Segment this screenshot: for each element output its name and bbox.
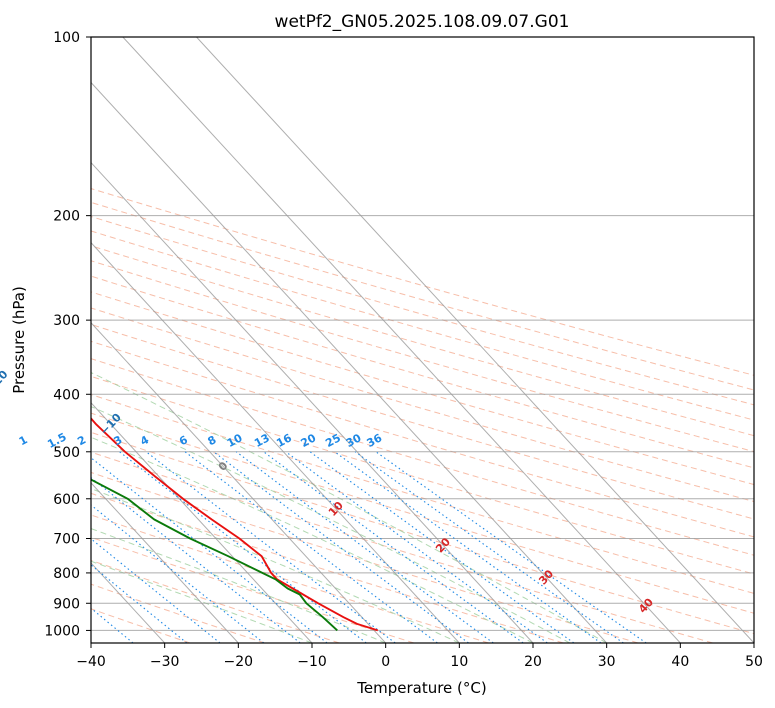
x-tick-label: 40 bbox=[671, 654, 689, 670]
dry-adiabat bbox=[91, 188, 754, 376]
isotherm-line bbox=[91, 241, 460, 643]
dry-adiabat bbox=[91, 431, 754, 635]
dry-adiabat bbox=[91, 375, 754, 575]
sounding-series bbox=[91, 416, 379, 632]
y-tick-label: 700 bbox=[53, 532, 80, 548]
mixing-ratio-line bbox=[91, 607, 134, 643]
y-axis: 100 200 300 400 500 600 700 800 900 1000 bbox=[44, 30, 91, 639]
x-tick-label: 10 bbox=[450, 654, 468, 670]
mixing-ratio-line bbox=[309, 451, 575, 643]
mixing-ratio-label: 16 bbox=[274, 431, 294, 450]
dry-adiabat bbox=[91, 215, 754, 406]
y-tick-label: 800 bbox=[53, 566, 80, 582]
dry-adiabat bbox=[91, 323, 754, 520]
isotherm-label: −20 bbox=[0, 368, 11, 395]
mixing-ratio-line bbox=[213, 451, 469, 643]
moist-adiabat bbox=[91, 405, 571, 643]
isotherm-line bbox=[196, 37, 754, 643]
isotherm-line bbox=[91, 81, 608, 643]
isotherm-line bbox=[91, 402, 313, 643]
y-tick-label: 900 bbox=[53, 596, 80, 612]
dry-adiabat bbox=[91, 358, 754, 556]
background-lines bbox=[91, 37, 754, 643]
x-tick-label: 50 bbox=[745, 654, 763, 670]
x-tick-label: −20 bbox=[224, 654, 254, 670]
mixing-ratio-line bbox=[91, 564, 188, 643]
mixing-ratio-line bbox=[145, 451, 396, 643]
isotherm-line bbox=[91, 321, 387, 643]
dry-adiabat bbox=[91, 514, 489, 643]
temperature-profile bbox=[91, 416, 379, 632]
dry-adiabat bbox=[91, 583, 265, 643]
mixing-ratio-label: 25 bbox=[323, 431, 343, 450]
isotherm-line bbox=[91, 161, 534, 643]
mixing-ratio-line bbox=[91, 476, 301, 643]
dewpoint-profile bbox=[91, 478, 338, 632]
dry-adiabat bbox=[91, 471, 639, 643]
moist-adiabat bbox=[91, 488, 460, 643]
y-tick-label: 600 bbox=[53, 492, 80, 508]
mixing-ratio-line bbox=[334, 451, 602, 643]
x-axis-title: Temperature (°C) bbox=[356, 679, 486, 697]
dry-adiabat bbox=[91, 340, 754, 538]
mixing-ratio-line bbox=[375, 451, 647, 643]
y-tick-label: 400 bbox=[53, 387, 80, 403]
x-tick-label: −40 bbox=[76, 654, 106, 670]
plot-frame bbox=[90, 36, 755, 644]
isotherm-line bbox=[122, 37, 681, 643]
y-tick-label: 500 bbox=[53, 445, 80, 461]
y-tick-label: 1000 bbox=[44, 623, 80, 639]
y-tick-label: 200 bbox=[53, 209, 80, 225]
mixing-ratio-line bbox=[354, 451, 624, 643]
dry-adiabat bbox=[91, 260, 754, 453]
x-tick-label: 0 bbox=[381, 654, 390, 670]
dry-adiabat bbox=[91, 451, 713, 643]
mixing-ratio-label: 20 bbox=[299, 431, 319, 450]
moist-adiabat bbox=[91, 436, 534, 643]
y-tick-label: 300 bbox=[53, 313, 80, 329]
dry-adiabat bbox=[91, 492, 564, 643]
mixing-ratio-line bbox=[235, 451, 494, 643]
mixing-ratio-label: 36 bbox=[365, 431, 385, 450]
y-axis-title: Pressure (hPa) bbox=[10, 286, 28, 394]
x-axis: −40 −30 −20 −10 0 10 20 30 40 50 bbox=[76, 643, 763, 670]
mixing-ratio-label: 30 bbox=[344, 431, 364, 450]
mixing-ratio-label: 13 bbox=[252, 431, 272, 450]
mixing-ratio-line bbox=[91, 457, 328, 643]
y-tick-label: 100 bbox=[53, 30, 80, 46]
x-tick-label: −30 bbox=[150, 654, 180, 670]
isotherm-line bbox=[91, 482, 239, 643]
x-tick-label: 30 bbox=[598, 654, 616, 670]
dry-adiabat bbox=[91, 230, 754, 421]
chart-title: wetPf2_GN05.2025.108.09.07.G01 bbox=[275, 12, 570, 32]
x-tick-label: −10 bbox=[297, 654, 327, 670]
x-tick-label: 20 bbox=[524, 654, 542, 670]
mixing-ratio-label: 10 bbox=[225, 431, 245, 450]
moist-adiabat bbox=[91, 528, 386, 643]
